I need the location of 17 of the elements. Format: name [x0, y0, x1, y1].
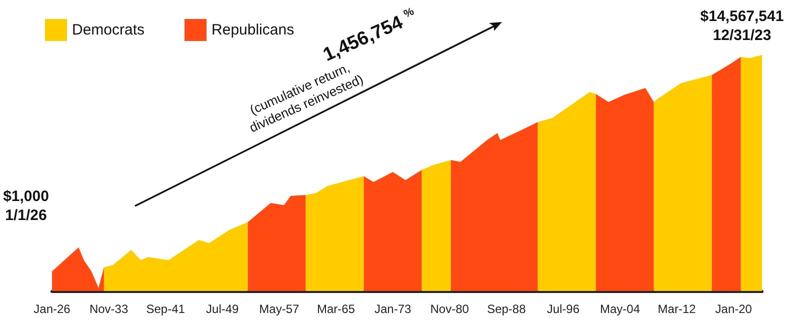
x-tick-label: Jul-49 [206, 302, 240, 316]
x-tick-label: Sep-88 [487, 302, 526, 316]
legend-label: Republicans [212, 22, 294, 38]
legend-label: Democrats [72, 22, 145, 38]
x-tick-label: Nov-33 [89, 302, 128, 316]
x-tick-label: May-57 [259, 302, 300, 316]
x-tick-label: Jan-26 [34, 302, 71, 316]
x-tick-label: Jul-96 [546, 302, 580, 316]
x-tick-label: Mar-65 [316, 302, 356, 316]
annotation: $14,567,541 12/31/23 [700, 8, 784, 44]
text: $1,000 1/1/26 [3, 188, 49, 224]
x-tick-label: May-04 [600, 302, 640, 316]
x-tick-label: Jan-20 [715, 302, 752, 316]
x-tick-label: Jan-73 [374, 302, 412, 316]
x-tick-label: Mar-12 [658, 302, 696, 316]
x-tick-label: Nov-80 [430, 302, 470, 316]
x-tick-label: Sep-41 [146, 302, 186, 316]
